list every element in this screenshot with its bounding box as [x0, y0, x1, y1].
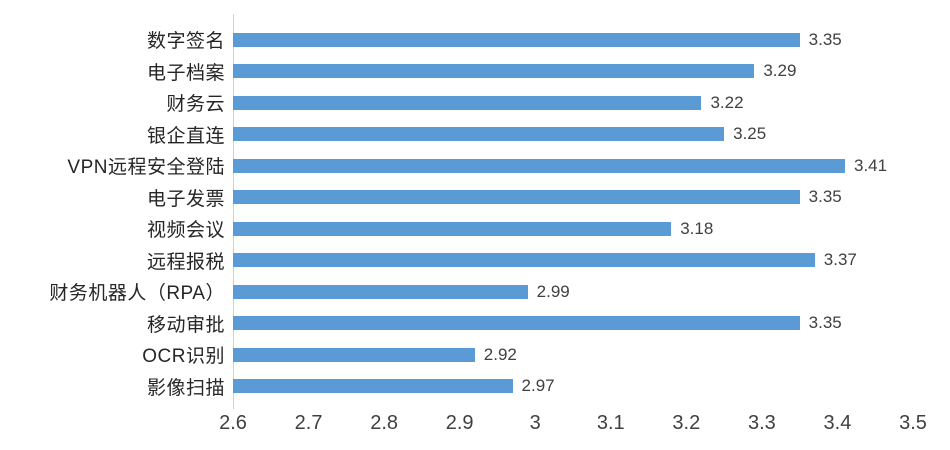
bar: [233, 221, 672, 236]
vertical-axis-line: [233, 14, 234, 409]
bar-track: 3.37: [233, 250, 913, 270]
x-tick-label: 3.2: [672, 412, 701, 434]
bar-row: 电子档案 3.29: [0, 56, 950, 88]
bar: [233, 32, 800, 47]
x-tick-label: 3.4: [823, 412, 852, 434]
bar-row: 财务云 3.22: [0, 87, 950, 119]
value-label: 3.41: [854, 155, 888, 175]
bar-track: 3.25: [233, 124, 913, 144]
bar-track: 3.35: [233, 187, 913, 207]
value-label: 2.99: [536, 281, 570, 301]
bar: [233, 190, 800, 205]
category-label: 银企直连: [146, 125, 225, 147]
category-label: 视频会议: [146, 220, 225, 242]
value-label: 3.25: [733, 124, 767, 144]
bar-track: 2.99: [233, 282, 913, 302]
bar: [233, 127, 725, 142]
value-label: 3.35: [808, 29, 842, 49]
bar: [233, 379, 513, 394]
bar-track: 3.35: [233, 30, 913, 50]
value-label: 3.35: [808, 313, 842, 333]
x-tick-label: 2.6: [219, 412, 247, 434]
x-tick-label: 2.7: [294, 412, 323, 434]
x-tick-label: 3: [529, 412, 541, 434]
bar: [233, 95, 702, 110]
x-tick-label: 3.3: [747, 412, 776, 434]
bar-track: 3.22: [233, 93, 913, 113]
bar-row: OCR识别 2.92: [0, 339, 950, 371]
bar: [233, 158, 845, 173]
category-label: 远程报税: [146, 251, 225, 273]
value-label: 3.35: [808, 187, 842, 207]
bar-track: 3.29: [233, 61, 913, 81]
value-label: 3.18: [680, 218, 714, 238]
category-label: 电子档案: [146, 62, 225, 84]
bar-track: 3.18: [233, 219, 913, 239]
value-label: 3.29: [763, 61, 797, 81]
bar-row: 影像扫描 2.97: [0, 371, 950, 403]
bar-row: 电子发票 3.35: [0, 182, 950, 214]
value-label: 2.97: [521, 376, 555, 396]
category-label: 影像扫描: [146, 377, 225, 399]
bar-track: 3.41: [233, 156, 913, 176]
bar-row: 移动审批 3.35: [0, 308, 950, 340]
category-label: 财务云: [166, 94, 225, 116]
x-tick-label: 3.1: [596, 412, 625, 434]
category-label: OCR识别: [142, 346, 225, 368]
bar: [233, 64, 755, 79]
category-label: 移动审批: [146, 314, 225, 336]
category-label: 电子发票: [146, 188, 225, 210]
x-tick-label: 2.8: [370, 412, 399, 434]
category-label: 财务机器人（RPA）: [49, 283, 225, 305]
bar-row: VPN远程安全登陆 3.41: [0, 150, 950, 182]
x-tick-label: 3.5: [899, 412, 927, 434]
bar-track: 2.92: [233, 345, 913, 365]
category-label: 数字签名: [146, 31, 225, 53]
x-tick-label: 2.9: [445, 412, 474, 434]
bar-row: 视频会议 3.18: [0, 213, 950, 245]
bar-row: 远程报税 3.37: [0, 245, 950, 277]
value-label: 3.37: [823, 250, 857, 270]
bar: [233, 253, 815, 268]
bar: [233, 284, 528, 299]
bar: [233, 347, 475, 362]
value-label: 2.92: [483, 344, 517, 364]
category-label: VPN远程安全登陆: [67, 157, 225, 179]
bar-rows: 数字签名 3.35 电子档案 3.29 财务云 3.22 银企直连 3.25 VPN远程安全登陆…: [0, 24, 950, 402]
bar-track: 2.97: [233, 376, 913, 396]
x-axis: 2.6 2.7 2.8 2.9 3 3.1 3.2 3.3 3.4 3.5: [219, 412, 927, 438]
bar: [233, 316, 800, 331]
bar-row: 财务机器人（RPA） 2.99: [0, 276, 950, 308]
bar-row: 数字签名 3.35: [0, 24, 950, 56]
bar-row: 银企直连 3.25: [0, 119, 950, 151]
bar-track: 3.35: [233, 313, 913, 333]
value-label: 3.22: [710, 92, 744, 112]
